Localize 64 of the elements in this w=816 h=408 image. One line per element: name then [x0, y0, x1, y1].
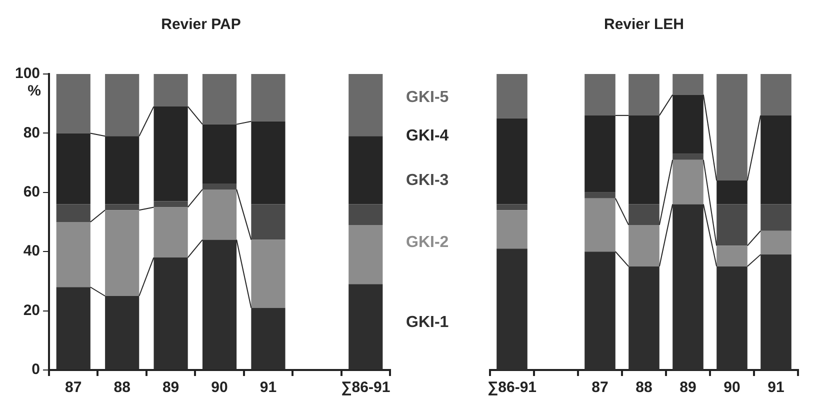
y-tick-label: 0	[32, 361, 40, 378]
text: GKI-2	[406, 234, 449, 252]
bar	[154, 201, 188, 208]
y-tick-label: 80	[23, 124, 40, 142]
bar	[672, 154, 704, 160]
x-tick-label: 88	[114, 379, 130, 396]
bar	[202, 184, 237, 190]
bar	[251, 240, 286, 308]
bar	[760, 204, 792, 231]
x-tick-label: ∑86-91	[487, 379, 537, 396]
bar	[716, 74, 748, 181]
text: GKI-4	[406, 128, 449, 145]
bar	[105, 74, 140, 136]
bar	[251, 204, 286, 240]
y-tick-label: 20	[23, 302, 40, 319]
x-tick-label: 88	[636, 379, 652, 396]
bar	[496, 210, 528, 249]
bar	[496, 74, 528, 118]
bar	[496, 118, 528, 204]
bar	[56, 74, 90, 134]
x-tick-label: 90	[211, 379, 228, 396]
bar	[716, 204, 748, 246]
bar	[348, 74, 383, 136]
bar	[56, 222, 90, 288]
bar	[584, 198, 616, 252]
x-tick-label: 91	[768, 379, 784, 396]
bar	[584, 74, 616, 116]
x-tick-label: 90	[724, 379, 740, 396]
chart-title: Revier LEH	[604, 16, 684, 34]
bar	[154, 74, 188, 107]
bar	[716, 246, 748, 266]
x-tick-label: 87	[592, 379, 608, 396]
y-tick-label: 40	[23, 242, 40, 260]
bar	[251, 74, 286, 122]
bar	[628, 204, 660, 225]
bar	[628, 74, 660, 116]
bar	[496, 204, 528, 210]
bar	[348, 136, 383, 204]
bar	[105, 204, 140, 210]
bar	[760, 230, 792, 255]
x-tick-label: 89	[680, 379, 696, 396]
bar	[760, 74, 792, 116]
y-tick-label: 100	[14, 65, 40, 82]
text: GKI-1	[406, 314, 449, 332]
x-tick-label: 87	[65, 379, 82, 396]
bar	[105, 210, 140, 296]
y-axis-title: %	[28, 82, 42, 100]
x-tick-label: ∑86-91	[341, 379, 390, 396]
bar	[154, 207, 188, 258]
bar	[672, 74, 704, 95]
bar	[348, 224, 383, 284]
text: GKI-3	[406, 172, 449, 189]
bar	[628, 224, 660, 266]
y-tick-label: 60	[23, 184, 40, 201]
bar	[202, 189, 237, 240]
bar	[672, 160, 704, 204]
bar	[56, 204, 90, 222]
chart-title: Revier PAP	[161, 16, 241, 34]
text: GKI-5	[406, 89, 449, 106]
x-tick-label: 89	[162, 379, 180, 396]
x-tick-label: 91	[260, 379, 277, 396]
bar	[584, 192, 616, 198]
bar	[348, 204, 383, 225]
bar	[202, 74, 237, 124]
